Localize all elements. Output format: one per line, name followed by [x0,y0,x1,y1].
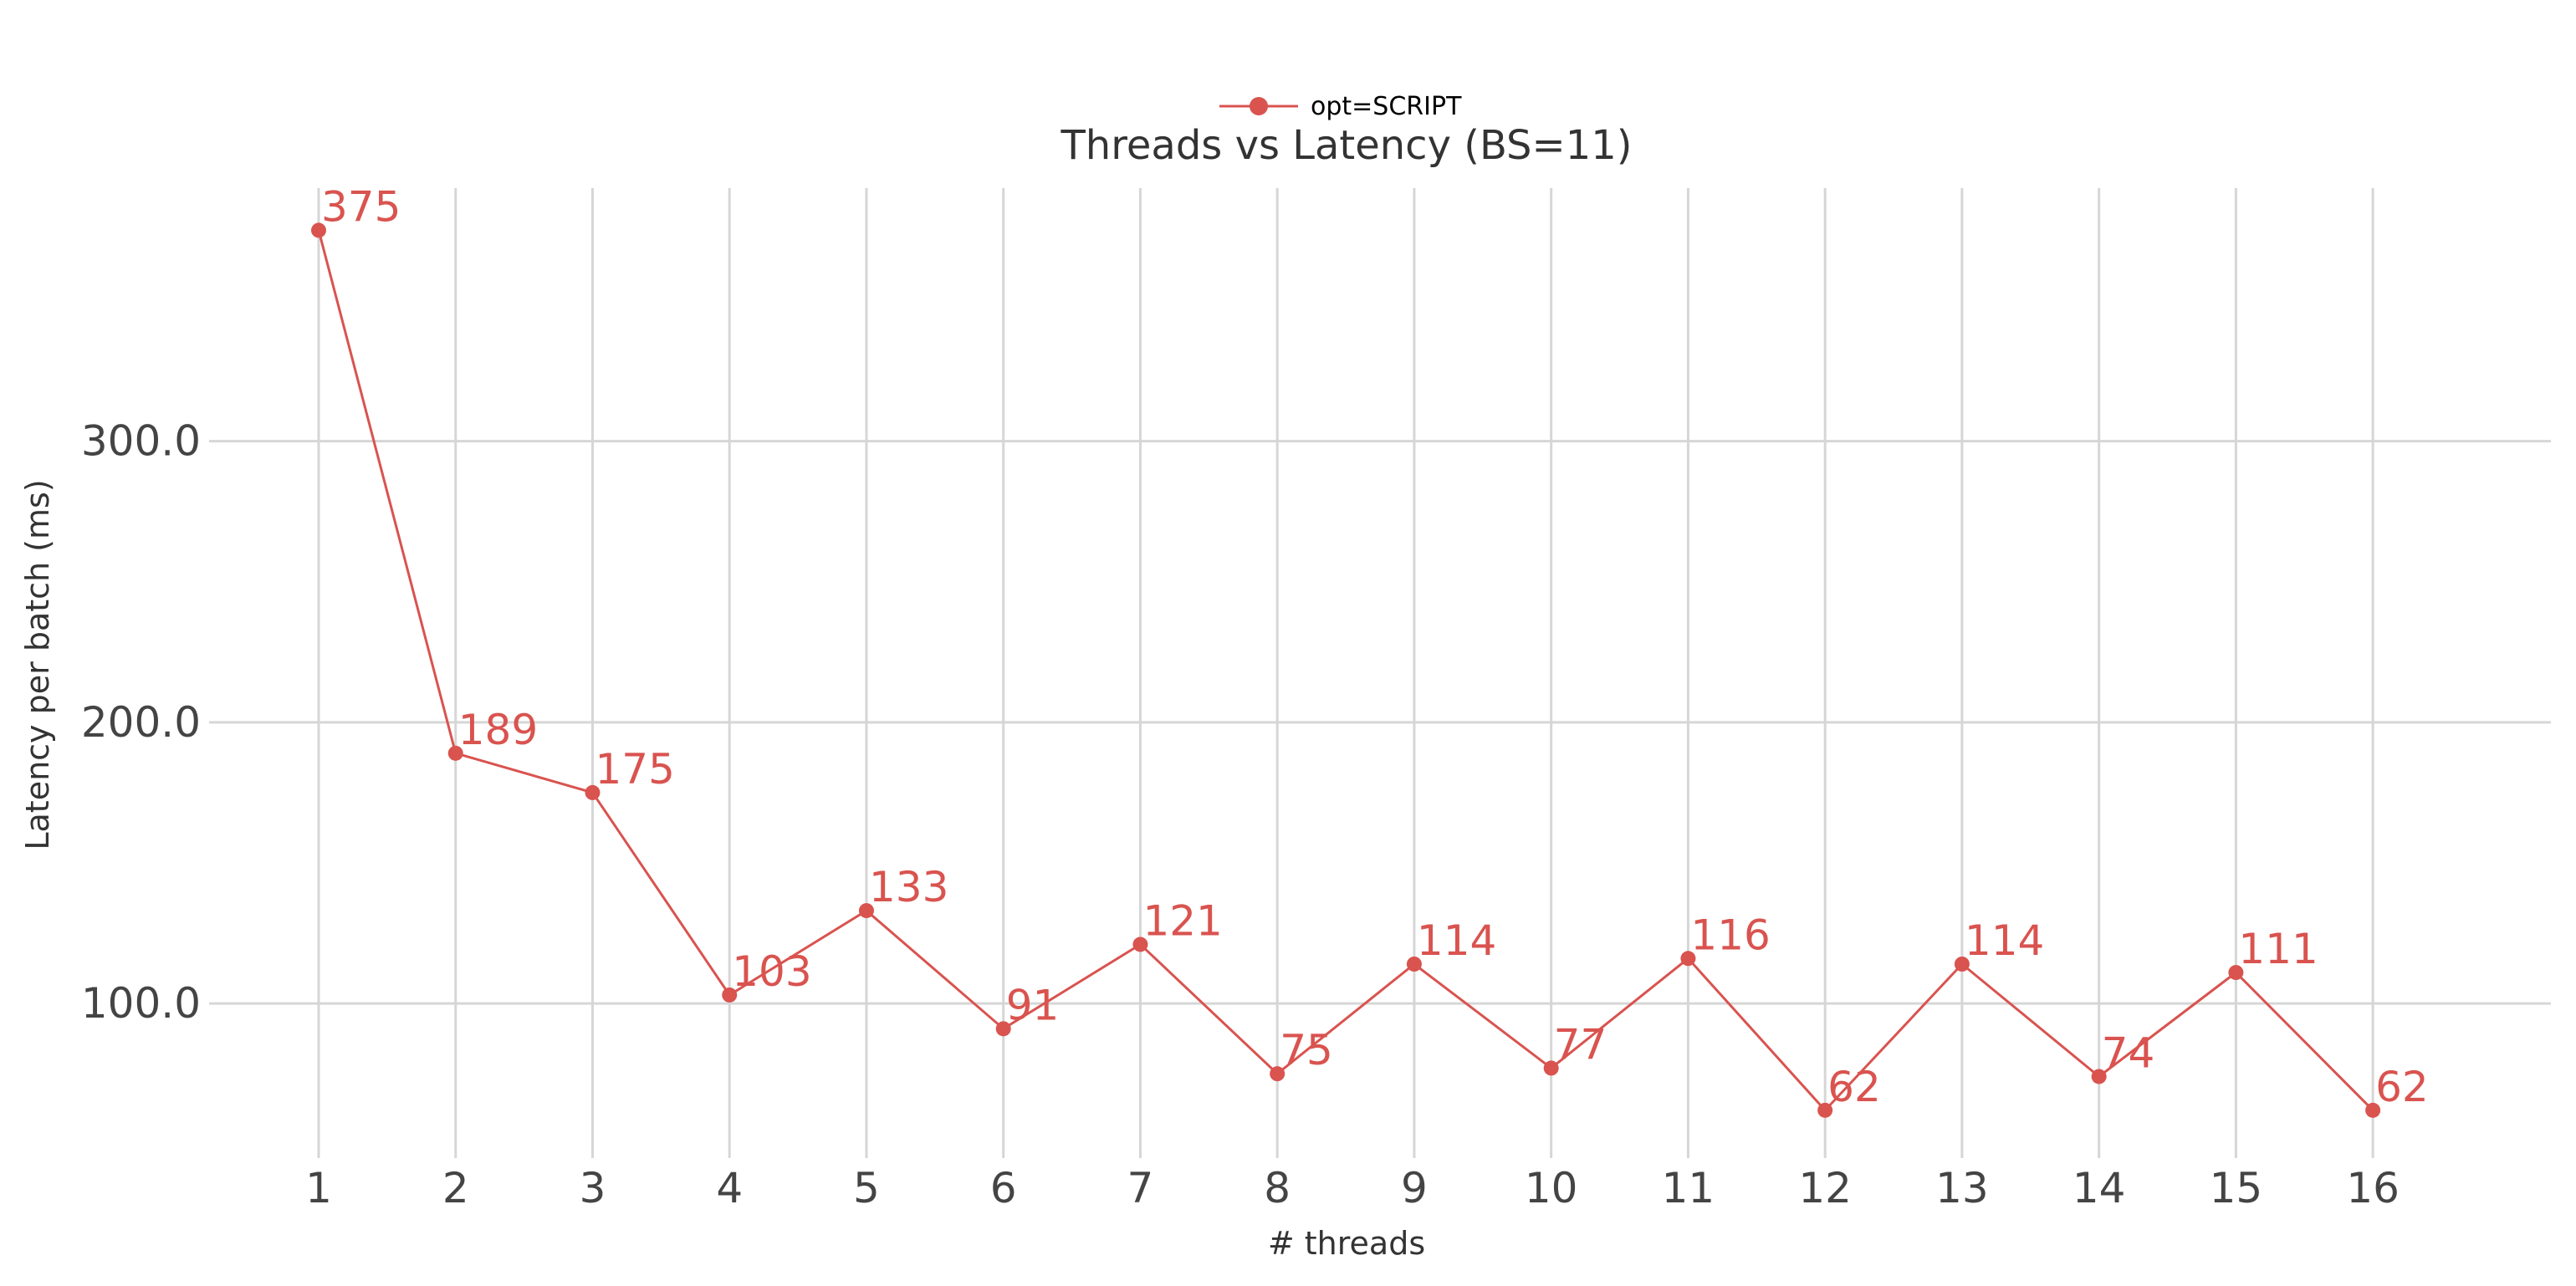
data-label: 103 [732,947,811,996]
x-tick-label: 6 [990,1164,1017,1212]
x-tick-label: 2 [442,1164,469,1212]
data-label: 91 [1006,981,1060,1029]
x-tick-label: 1 [305,1164,332,1212]
data-label: 175 [595,745,674,794]
data-point [1543,1060,1559,1076]
x-tick-label: 7 [1127,1164,1154,1212]
x-tick-label: 14 [2073,1164,2126,1212]
chart-title: Threads vs Latency (BS=11) [1060,122,1632,169]
data-label: 116 [1690,911,1770,959]
data-point [2091,1069,2107,1084]
data-labels: 375 189 175 103 133 91 121 75 114 77 116 62 114 74 111… [321,182,2429,1110]
x-tick-label: 8 [1264,1164,1291,1212]
data-point [1406,957,1422,972]
x-tick-label: 9 [1401,1164,1428,1212]
data-label: 62 [2375,1063,2429,1111]
series-layer [310,222,2381,1118]
data-point [1680,951,1696,967]
y-tick-label: 200.0 [81,698,201,747]
data-label: 114 [1965,916,2044,965]
data-label: 114 [1417,916,1496,965]
data-label: 133 [869,863,948,911]
data-point [722,987,738,1003]
data-label: 121 [1142,896,1222,945]
data-point [2228,965,2244,981]
data-point [585,784,601,800]
data-point [858,903,874,919]
x-tick-label: 11 [1662,1164,1715,1212]
x-tick-label: 12 [1798,1164,1852,1212]
x-tick-label: 16 [2346,1164,2400,1212]
x-tick-label: 15 [2210,1164,2263,1212]
y-tick-label: 300.0 [81,417,201,466]
data-point [1132,936,1148,952]
data-label: 375 [321,182,401,231]
data-label: 74 [2102,1028,2155,1077]
data-point [995,1021,1011,1037]
x-tick-label: 5 [853,1164,880,1212]
data-label: 62 [1827,1063,1881,1111]
x-tick-label: 13 [1935,1164,1989,1212]
y-axis-label: Latency per batch (ms) [19,479,56,850]
data-label: 77 [1554,1020,1607,1069]
y-tick-label: 100.0 [81,979,201,1028]
data-label: 111 [2238,925,2318,973]
grid [209,188,2551,1158]
legend-marker-swatch [1250,97,1268,115]
x-tick-label: 3 [580,1164,606,1212]
data-point [1817,1102,1833,1118]
legend: opt=SCRIPT [1219,92,1462,121]
data-label: 75 [1280,1026,1333,1074]
data-point [1270,1066,1285,1082]
series-line [317,230,2374,1113]
data-point [2365,1102,2381,1118]
data-point [1954,957,1970,972]
x-axis-label: # threads [1268,1225,1425,1262]
x-tick-label: 10 [1525,1164,1578,1212]
data-label: 189 [458,706,538,754]
legend-entry-label: opt=SCRIPT [1311,92,1462,121]
data-point [310,222,326,238]
x-tick-label: 4 [716,1164,743,1212]
data-point [447,745,463,761]
